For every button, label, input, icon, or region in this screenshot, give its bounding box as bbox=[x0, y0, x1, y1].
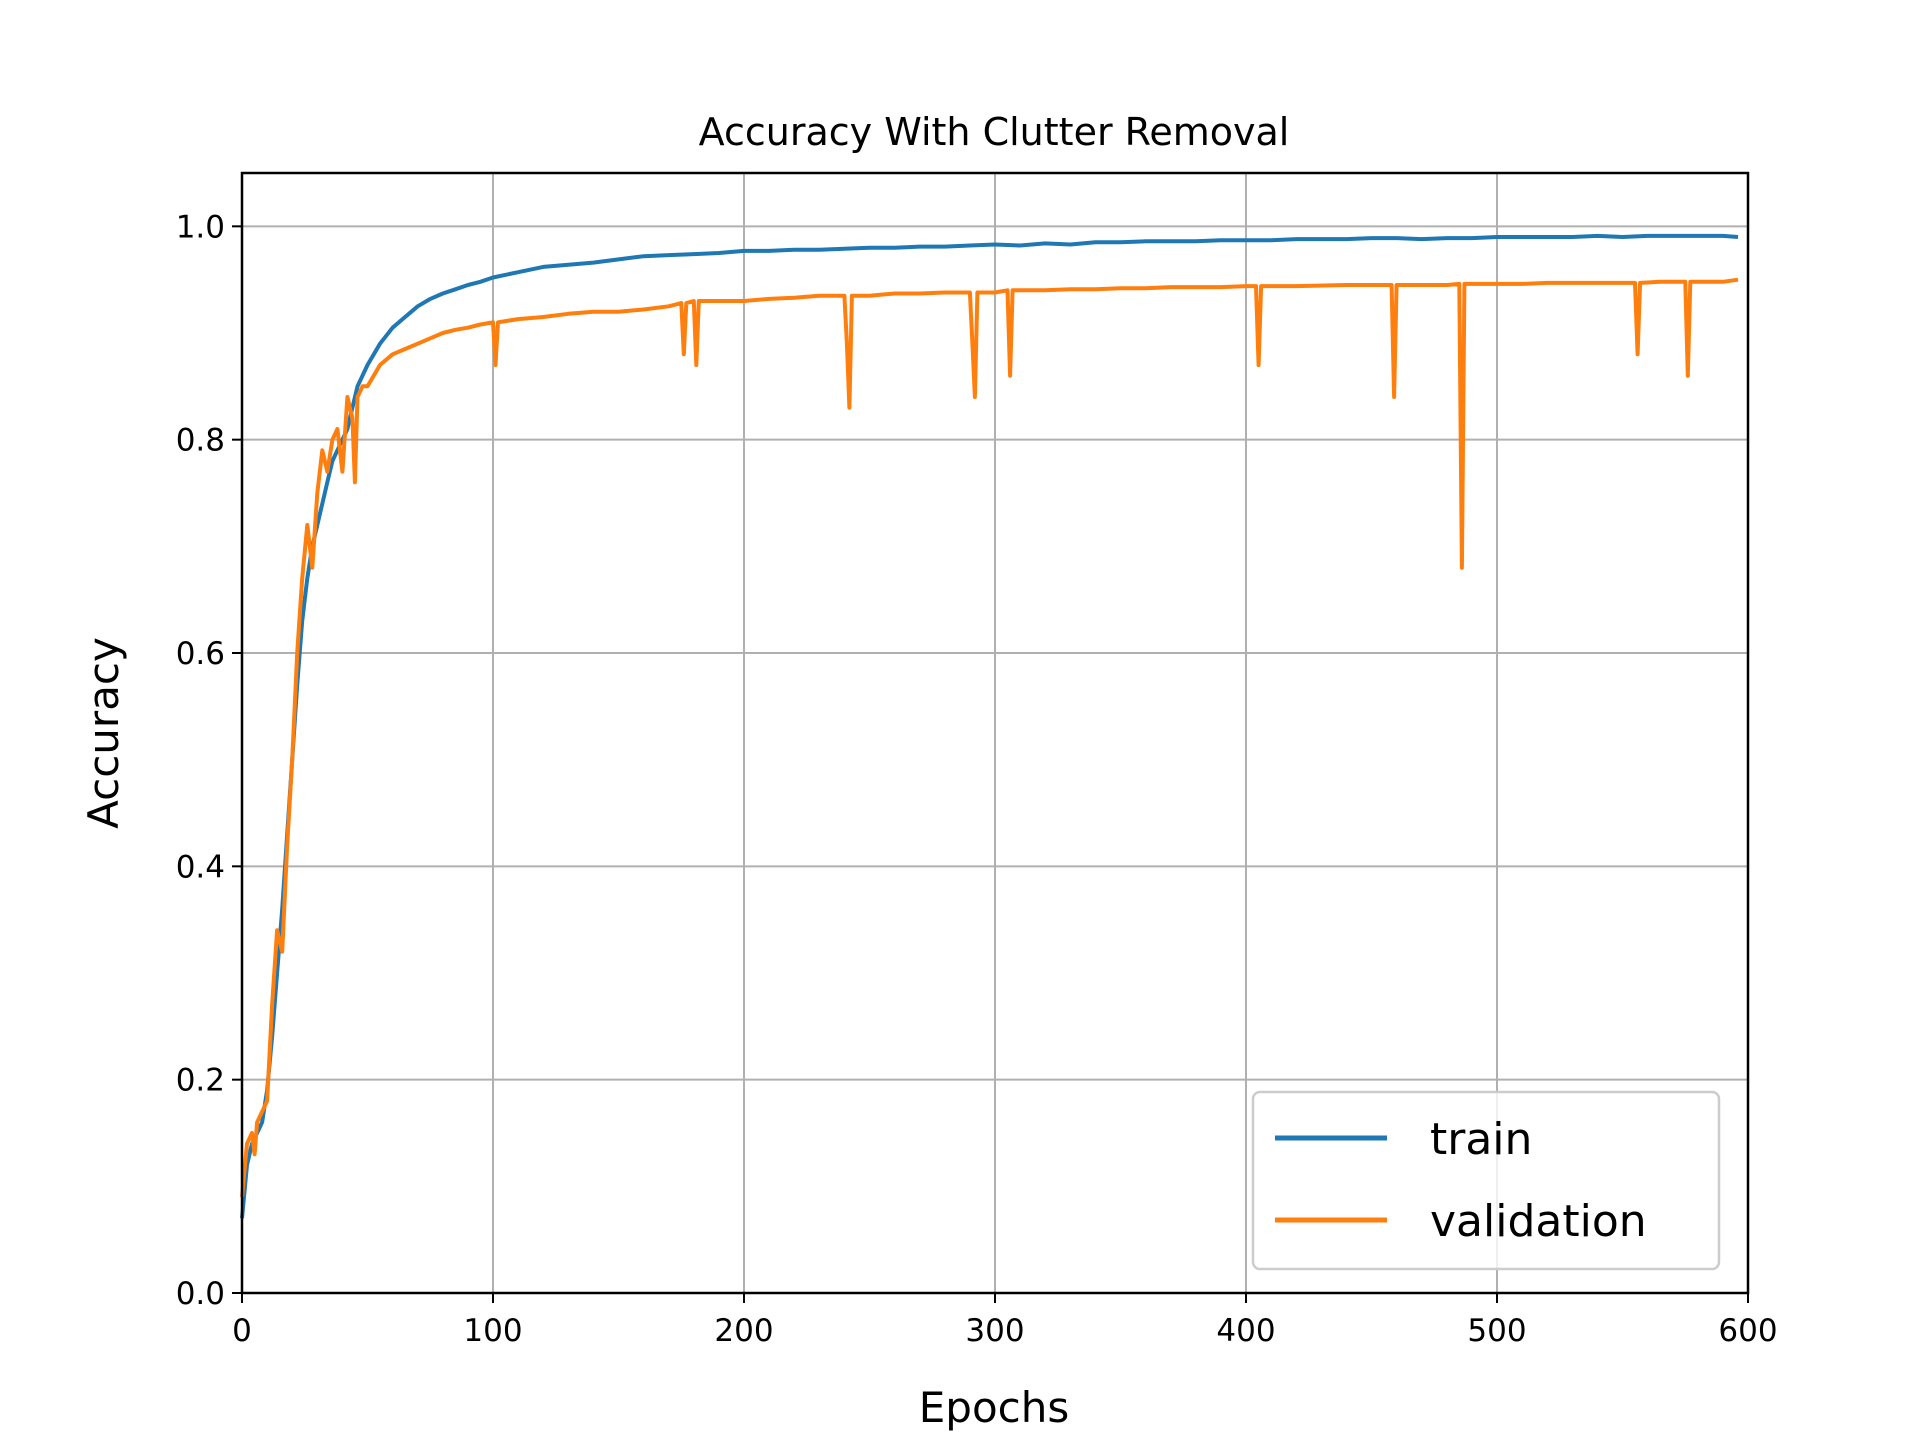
chart-title: Accuracy With Clutter Removal bbox=[699, 110, 1290, 154]
x-axis-ticks: 0 100 200 300 400 500 600 bbox=[232, 1293, 1778, 1349]
y-tick-label: 0.8 bbox=[176, 423, 225, 459]
y-tick-label: 1.0 bbox=[176, 209, 225, 245]
x-axis-title: Epochs bbox=[919, 1383, 1070, 1432]
y-tick-label: 0.0 bbox=[176, 1276, 225, 1312]
x-tick-label: 400 bbox=[1216, 1313, 1275, 1349]
y-tick-label: 0.2 bbox=[176, 1063, 225, 1099]
series-line-validation bbox=[240, 277, 1739, 1198]
y-tick-label: 0.4 bbox=[176, 849, 225, 885]
x-tick-label: 500 bbox=[1467, 1313, 1526, 1349]
series-layer bbox=[240, 233, 1739, 1219]
x-tick-label: 200 bbox=[714, 1313, 773, 1349]
y-tick-label: 0.6 bbox=[176, 636, 225, 672]
x-tick-label: 0 bbox=[232, 1313, 252, 1349]
x-tick-label: 600 bbox=[1718, 1313, 1777, 1349]
legend-label-train: train bbox=[1430, 1114, 1532, 1165]
y-axis-title: Accuracy bbox=[79, 637, 128, 829]
legend-label-validation: validation bbox=[1430, 1196, 1647, 1247]
y-axis-ticks: 0.0 0.2 0.4 0.6 0.8 1.0 bbox=[176, 209, 242, 1312]
legend: train validation bbox=[1251, 1090, 1721, 1271]
x-tick-label: 300 bbox=[965, 1313, 1024, 1349]
x-tick-label: 100 bbox=[463, 1313, 522, 1349]
